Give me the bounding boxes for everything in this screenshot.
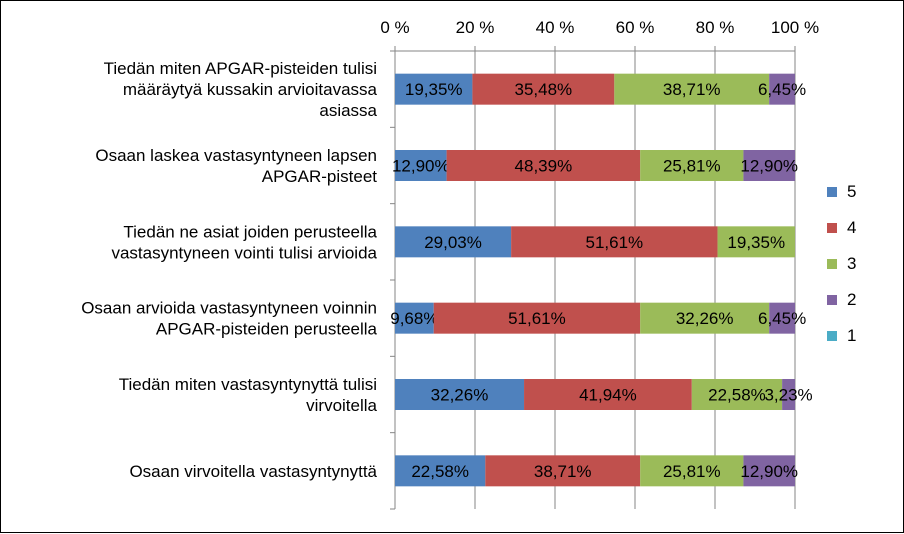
data-label: 19,35% [727,233,785,252]
bar-series-3 [640,150,744,181]
bar-series-4 [524,379,692,410]
category-label: vastasyntyneen vointi tulisi arvioida [111,243,377,262]
data-label: 32,26% [431,386,489,405]
data-label: 12,90% [740,462,798,481]
bar-series-4 [485,455,641,487]
category-label: APGAR-pisteet [262,167,378,186]
category-label: Tiedän ne asiat joiden perusteella [123,222,377,241]
data-label: 25,81% [663,462,721,481]
bar-series-4 [433,302,641,334]
category-label: Osaan laskea vastasyntyneen lapsen [95,146,377,165]
data-label: 6,45% [758,80,806,99]
legend-swatch-4 [827,223,837,233]
x-tick-label: 60 % [616,18,655,37]
data-label: 22,58% [708,386,766,405]
bar-series-2 [743,150,795,181]
legend-label: 3 [847,254,856,273]
bar-series-2 [782,379,796,410]
data-label: 38,71% [663,80,721,99]
bar-series-2 [769,302,795,334]
data-label: 51,61% [586,233,644,252]
bar-series-5 [395,455,486,487]
data-label: 35,48% [515,80,573,99]
bar-series-5 [395,73,473,105]
category-label: Tiedän miten vastasyntynyttä tulisi [119,375,377,394]
legend-label: 1 [847,326,856,345]
bar-series-4 [472,73,615,105]
bar-series-5 [395,302,434,334]
category-label: asiassa [319,101,377,120]
data-label: 22,58% [411,462,469,481]
bar-series-3 [614,73,770,105]
bar-series-4 [446,150,641,181]
category-label: virvoitella [306,396,377,415]
data-label: 32,26% [676,309,734,328]
bar-series-3 [640,302,770,334]
bar-series-3 [717,226,795,258]
legend-swatch-3 [827,259,837,269]
bar-series-3 [691,379,783,410]
data-label: 48,39% [515,157,573,176]
legend-swatch-5 [827,187,837,197]
data-label: 38,71% [534,462,592,481]
bar-series-2 [769,73,795,105]
x-tick-label: 0 % [380,18,409,37]
legend-label: 4 [847,218,856,237]
category-label: APGAR-pisteiden perusteella [156,320,378,339]
x-tick-label: 20 % [456,18,495,37]
data-label: 12,90% [740,157,798,176]
bar-series-5 [395,379,525,410]
legend-swatch-2 [827,295,837,305]
category-label: Osaan virvoitella vastasyntynyttä [129,462,377,481]
legend-swatch-1 [827,331,837,341]
data-label: 6,45% [758,309,806,328]
x-tick-label: 40 % [536,18,575,37]
data-label: 12,90% [392,157,450,176]
data-label: 41,94% [579,386,637,405]
data-label: 9,68% [390,309,438,328]
data-label: 25,81% [663,157,721,176]
bar-series-5 [395,150,447,181]
data-label: 3,23% [764,386,812,405]
category-label: Osaan arvioida vastasyntyneen voinnin [81,299,377,318]
bar-series-2 [743,455,795,487]
bar-series-5 [395,226,512,258]
legend-label: 5 [847,182,856,201]
data-label: 51,61% [508,309,566,328]
category-label: määräytyä kussakin arvioitavassa [123,80,378,99]
legend-label: 2 [847,290,856,309]
data-label: 19,35% [405,80,463,99]
category-label: Tiedän miten APGAR-pisteiden tulisi [104,59,377,78]
x-tick-label: 100 % [771,18,819,37]
bar-series-4 [511,226,718,258]
data-label: 29,03% [424,233,482,252]
x-tick-label: 80 % [696,18,735,37]
bar-series-3 [640,455,744,487]
